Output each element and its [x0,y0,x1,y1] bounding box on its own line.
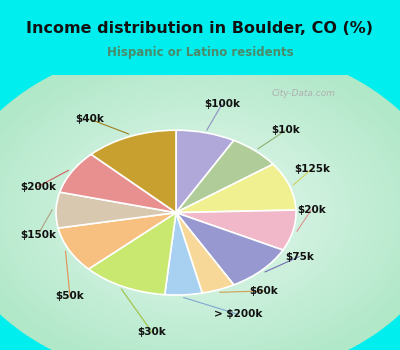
Circle shape [72,125,328,301]
Circle shape [150,178,250,247]
Wedge shape [88,212,176,295]
Circle shape [175,196,225,230]
Circle shape [159,184,241,241]
Circle shape [88,136,312,289]
Wedge shape [176,210,296,250]
Circle shape [0,51,400,350]
Circle shape [130,164,270,261]
Circle shape [117,156,283,270]
Circle shape [26,93,374,332]
Circle shape [18,88,382,337]
Circle shape [163,187,237,238]
Circle shape [0,54,400,350]
Circle shape [0,65,400,350]
Text: $10k: $10k [272,125,300,135]
Circle shape [113,153,287,272]
Circle shape [0,42,400,350]
Text: $40k: $40k [76,114,104,124]
Circle shape [146,176,254,250]
Circle shape [138,170,262,255]
Text: $125k: $125k [294,164,330,174]
Wedge shape [176,140,273,212]
Circle shape [0,48,400,350]
Wedge shape [165,212,202,295]
Circle shape [126,161,274,264]
Wedge shape [176,212,283,285]
Text: > $200k: > $200k [214,309,262,319]
Circle shape [76,127,324,298]
Circle shape [14,85,386,341]
Circle shape [122,159,278,267]
Circle shape [30,96,370,329]
Circle shape [60,116,340,309]
Circle shape [196,210,204,216]
Circle shape [179,198,221,227]
Text: $75k: $75k [285,252,314,261]
Circle shape [154,181,246,244]
Circle shape [39,102,361,323]
Text: City-Data.com: City-Data.com [272,89,336,98]
Circle shape [43,105,357,321]
Circle shape [47,107,353,318]
Circle shape [80,130,320,295]
Circle shape [55,113,345,312]
Circle shape [167,190,233,235]
Text: Hispanic or Latino residents: Hispanic or Latino residents [107,46,293,59]
Circle shape [0,68,400,350]
Circle shape [35,99,365,326]
Circle shape [92,139,308,286]
Text: Income distribution in Boulder, CO (%): Income distribution in Boulder, CO (%) [26,21,374,36]
Wedge shape [56,192,176,228]
Text: $100k: $100k [204,99,240,109]
Text: $150k: $150k [20,230,56,240]
Circle shape [105,147,295,278]
Circle shape [97,142,303,284]
Circle shape [10,82,390,343]
Circle shape [0,74,400,350]
Wedge shape [91,130,176,212]
Circle shape [6,79,394,346]
Circle shape [171,193,229,232]
Circle shape [0,62,400,350]
Circle shape [0,59,400,350]
Text: $200k: $200k [20,182,56,191]
Wedge shape [60,154,176,212]
Circle shape [134,167,266,258]
Text: $20k: $20k [297,205,326,215]
Circle shape [22,91,378,335]
Circle shape [184,201,216,224]
Text: $50k: $50k [56,292,84,301]
Circle shape [188,204,212,221]
Circle shape [2,76,398,349]
Circle shape [0,56,400,350]
Wedge shape [176,164,296,212]
Wedge shape [176,130,234,212]
Circle shape [68,122,332,303]
Wedge shape [58,212,176,269]
Circle shape [101,145,299,281]
Text: $30k: $30k [138,327,166,337]
Circle shape [64,119,336,306]
Circle shape [0,45,400,350]
Circle shape [192,207,208,218]
Text: $60k: $60k [250,286,278,296]
Circle shape [109,150,291,275]
Wedge shape [176,212,234,293]
Circle shape [0,71,400,350]
Circle shape [84,133,316,292]
Circle shape [51,110,349,315]
Circle shape [142,173,258,252]
